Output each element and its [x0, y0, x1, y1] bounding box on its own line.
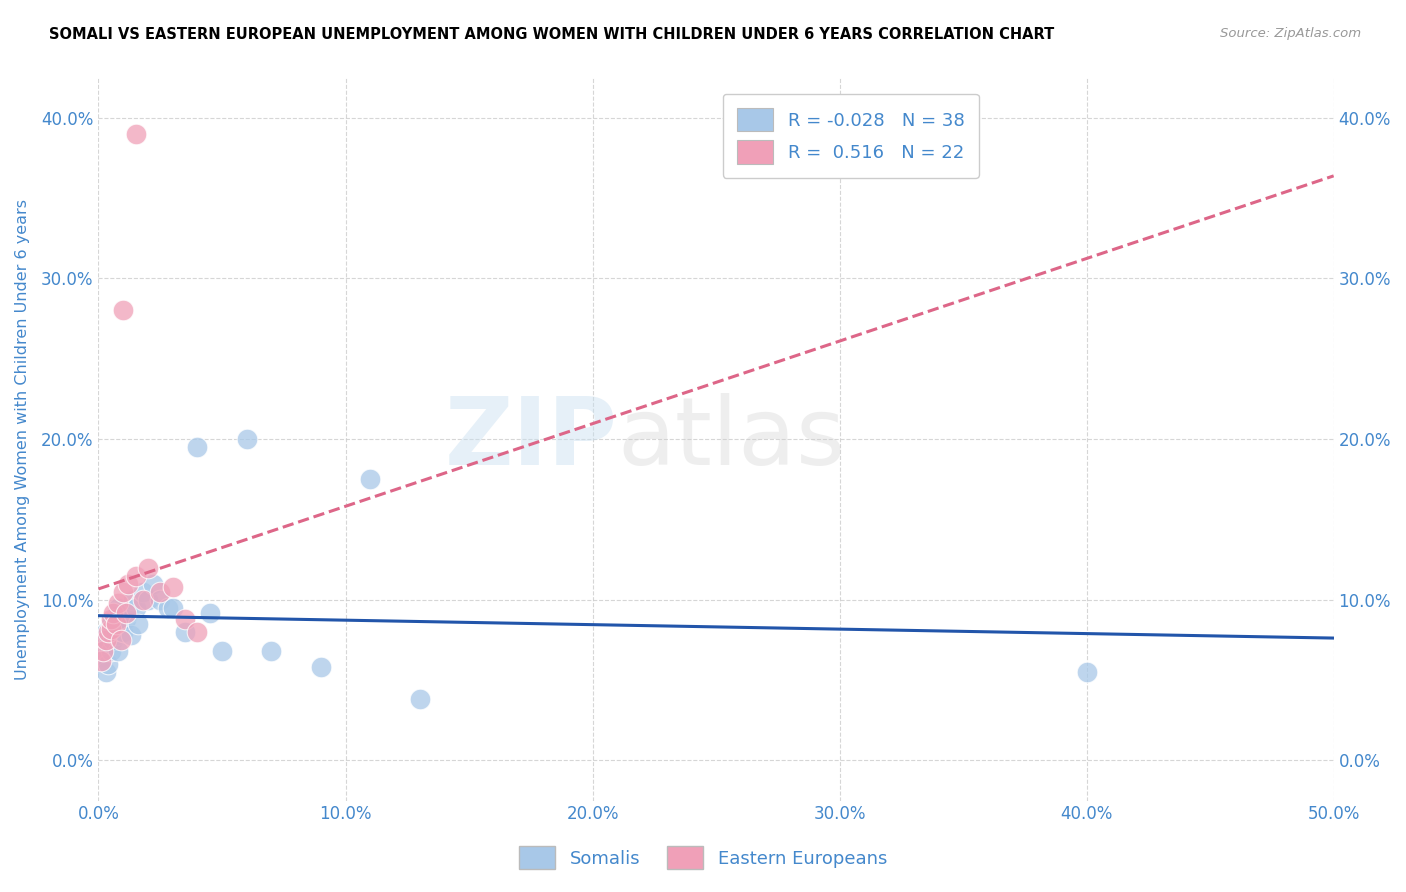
- Point: [103, 632, 125, 647]
- Point: [309, 660, 332, 674]
- Point: [94, 632, 117, 647]
- Point: [198, 606, 221, 620]
- Point: [114, 606, 136, 620]
- Point: [90, 654, 112, 668]
- Point: [132, 584, 155, 599]
- Point: [186, 440, 208, 454]
- Point: [117, 606, 139, 620]
- Legend: R = -0.028   N = 38, R =  0.516   N = 22: R = -0.028 N = 38, R = 0.516 N = 22: [723, 94, 979, 178]
- Point: [174, 612, 197, 626]
- Point: [127, 616, 149, 631]
- Point: [107, 596, 129, 610]
- Point: [103, 622, 125, 636]
- Point: [124, 600, 146, 615]
- Point: [94, 624, 117, 639]
- Point: [117, 576, 139, 591]
- Point: [149, 584, 172, 599]
- Point: [100, 616, 122, 631]
- Point: [90, 632, 112, 647]
- Point: [93, 648, 115, 663]
- Point: [103, 606, 125, 620]
- Point: [107, 644, 129, 658]
- Point: [136, 592, 159, 607]
- Point: [136, 560, 159, 574]
- Point: [124, 568, 146, 582]
- Point: [162, 580, 184, 594]
- Point: [97, 638, 120, 652]
- Point: [1076, 665, 1098, 679]
- Point: [162, 600, 184, 615]
- Text: Source: ZipAtlas.com: Source: ZipAtlas.com: [1220, 27, 1361, 40]
- Point: [359, 472, 381, 486]
- Point: [186, 624, 208, 639]
- Legend: Somalis, Eastern Europeans: Somalis, Eastern Europeans: [510, 838, 896, 879]
- Text: atlas: atlas: [617, 393, 845, 485]
- Point: [260, 644, 283, 658]
- Text: SOMALI VS EASTERN EUROPEAN UNEMPLOYMENT AMONG WOMEN WITH CHILDREN UNDER 6 YEARS : SOMALI VS EASTERN EUROPEAN UNEMPLOYMENT …: [49, 27, 1054, 42]
- Point: [211, 644, 233, 658]
- Point: [104, 628, 127, 642]
- Point: [235, 432, 257, 446]
- Point: [408, 692, 430, 706]
- Point: [104, 616, 127, 631]
- Point: [124, 127, 146, 141]
- Point: [97, 657, 120, 671]
- Point: [122, 592, 145, 607]
- Text: ZIP: ZIP: [444, 393, 617, 485]
- Point: [100, 644, 122, 658]
- Point: [114, 612, 136, 626]
- Point: [100, 622, 122, 636]
- Point: [94, 665, 117, 679]
- Point: [112, 584, 135, 599]
- Y-axis label: Unemployment Among Women with Children Under 6 years: Unemployment Among Women with Children U…: [15, 199, 30, 680]
- Point: [132, 592, 155, 607]
- Point: [142, 576, 165, 591]
- Point: [174, 624, 197, 639]
- Point: [120, 628, 142, 642]
- Point: [110, 632, 132, 647]
- Point: [93, 644, 115, 658]
- Point: [100, 612, 122, 626]
- Point: [112, 303, 135, 318]
- Point: [112, 624, 135, 639]
- Point: [156, 600, 179, 615]
- Point: [97, 624, 120, 639]
- Point: [149, 592, 172, 607]
- Point: [104, 608, 127, 623]
- Point: [107, 600, 129, 615]
- Point: [110, 616, 132, 631]
